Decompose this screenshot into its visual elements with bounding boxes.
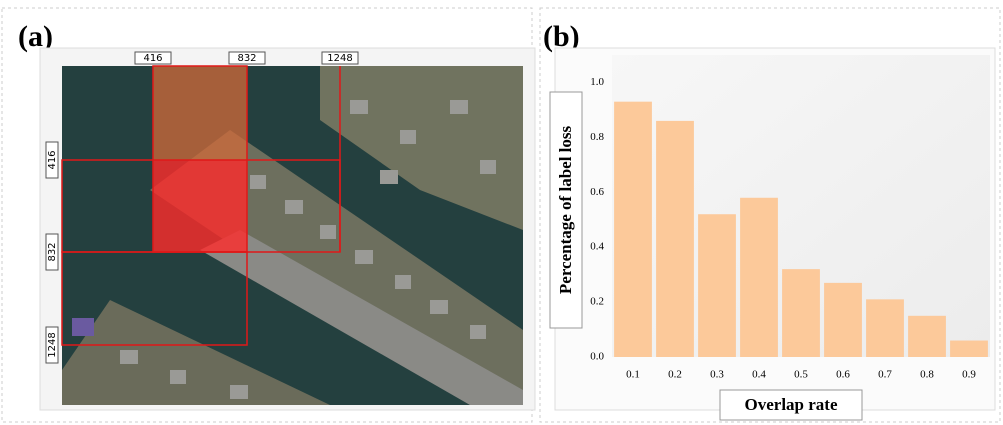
y-tick-label: 0.0 <box>590 351 604 363</box>
figure: (a) (b) Percentage of label loss Overlap… <box>0 0 1003 425</box>
house <box>72 318 94 336</box>
bar <box>698 214 736 357</box>
bar <box>866 299 904 357</box>
y-tick-label: 0.4 <box>590 241 604 253</box>
left-label: 1248 <box>47 332 58 357</box>
left-label: 832 <box>47 242 58 261</box>
left-label: 416 <box>47 150 58 169</box>
y-tick-label: 1.0 <box>590 76 604 88</box>
x-axis-title: Overlap rate <box>745 395 838 414</box>
x-tick-label: 0.2 <box>668 369 682 381</box>
bar <box>950 341 988 357</box>
aerial-image <box>62 66 523 405</box>
bar <box>740 198 778 357</box>
x-tick-label: 0.5 <box>794 369 808 381</box>
top-label: 1248 <box>327 53 352 64</box>
y-axis-title: Percentage of label loss <box>556 126 575 295</box>
top-label: 832 <box>237 53 256 64</box>
bar <box>782 269 820 357</box>
bar <box>656 121 694 357</box>
bar <box>908 316 946 357</box>
y-tick-label: 0.8 <box>590 131 604 143</box>
bar <box>614 102 652 357</box>
x-tick-label: 0.6 <box>836 369 850 381</box>
x-tick-label: 0.9 <box>962 369 976 381</box>
top-label: 416 <box>143 53 162 64</box>
overlap-region <box>153 66 247 160</box>
x-tick-label: 0.4 <box>752 369 766 381</box>
x-tick-label: 0.1 <box>626 369 640 381</box>
x-tick-label: 0.3 <box>710 369 724 381</box>
overlap-region <box>153 160 247 252</box>
x-tick-label: 0.7 <box>878 369 892 381</box>
y-tick-label: 0.2 <box>590 296 604 308</box>
y-tick-label: 0.6 <box>590 186 604 198</box>
x-tick-label: 0.8 <box>920 369 934 381</box>
bar <box>824 283 862 357</box>
